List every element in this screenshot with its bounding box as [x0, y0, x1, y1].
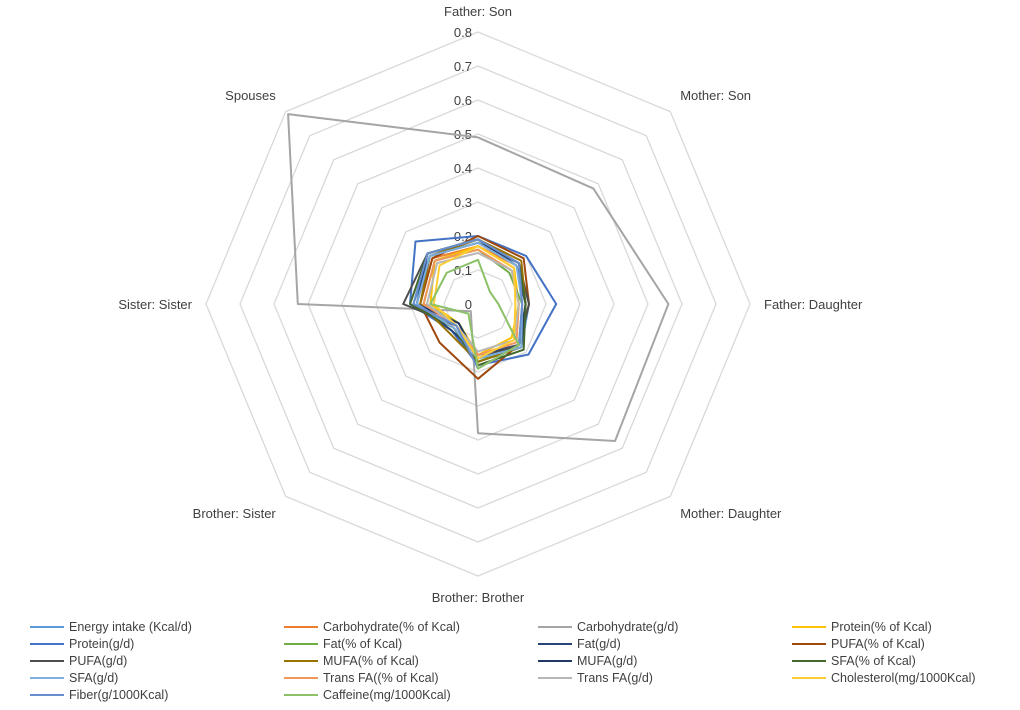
series-line: [419, 235, 530, 380]
legend-label: Carbohydrate(% of Kcal): [323, 619, 460, 634]
grid-ring: [307, 133, 649, 475]
legend-swatch: [30, 693, 64, 696]
legend-label: Carbohydrate(g/d): [577, 619, 679, 634]
tick-label: 0.7: [454, 59, 472, 74]
series-lines: [287, 113, 670, 443]
legend-item: Protein(g/d): [30, 635, 284, 652]
legend-swatch: [284, 693, 318, 696]
tick-label: 0.5: [454, 127, 472, 142]
legend-item: Energy intake (Kcal/d): [30, 618, 284, 635]
legend-swatch: [792, 625, 826, 628]
legend-swatch: [30, 676, 64, 679]
grid-ring: [443, 269, 513, 339]
legend-label: MUFA(g/d): [577, 653, 638, 668]
legend-swatch: [284, 659, 318, 662]
legend-label: PUFA(% of Kcal): [831, 636, 925, 651]
legend-label: Caffeine(mg/1000Kcal): [323, 687, 451, 702]
legend-swatch: [30, 659, 64, 662]
tick-label: 0.4: [454, 161, 472, 176]
tick-label: 0: [465, 297, 472, 312]
legend-swatch: [792, 642, 826, 645]
series-line: [287, 113, 670, 443]
legend-label: Protein(g/d): [69, 636, 135, 651]
axis-label: Mother: Daughter: [680, 506, 782, 521]
legend-label: Fat(% of Kcal): [323, 636, 403, 651]
legend-swatch: [284, 676, 318, 679]
legend-item: Cholesterol(mg/1000Kcal): [792, 669, 1005, 686]
grid-ring: [273, 99, 683, 509]
legend-swatch: [538, 659, 572, 662]
legend-item: SFA(g/d): [30, 669, 284, 686]
legend-swatch: [792, 659, 826, 662]
tick-label: 0.1: [454, 263, 472, 278]
legend-label: Fiber(g/1000Kcal): [69, 687, 169, 702]
grid-ring: [239, 65, 717, 543]
legend-item: Caffeine(mg/1000Kcal): [284, 686, 538, 703]
legend-item: Carbohydrate(% of Kcal): [284, 618, 538, 635]
axis-label: Mother: Son: [680, 88, 751, 103]
legend-item: PUFA(% of Kcal): [792, 635, 1005, 652]
grid-ring: [205, 31, 751, 577]
legend-item: Protein(% of Kcal): [792, 618, 1005, 635]
legend-label: PUFA(g/d): [69, 653, 128, 668]
grid-ring: [341, 167, 615, 441]
legend-swatch: [792, 676, 826, 679]
legend-item: Carbohydrate(g/d): [538, 618, 792, 635]
legend-item: Trans FA(g/d): [538, 669, 792, 686]
legend-label: Trans FA((% of Kcal): [323, 670, 439, 685]
legend-label: Trans FA(g/d): [577, 670, 653, 685]
grid-ring: [375, 201, 581, 407]
legend-swatch: [284, 625, 318, 628]
legend-item: Fat(% of Kcal): [284, 635, 538, 652]
grid-rings: [205, 31, 751, 577]
legend-label: Fat(g/d): [577, 636, 621, 651]
axis-label: Brother: Sister: [193, 506, 277, 521]
legend-item: MUFA(% of Kcal): [284, 652, 538, 669]
axis-label: Brother: Brother: [432, 590, 525, 605]
legend-label: MUFA(% of Kcal): [323, 653, 419, 668]
legend-item: Fiber(g/1000Kcal): [30, 686, 284, 703]
axis-label: Sister: Sister: [118, 297, 192, 312]
series-line: [419, 238, 527, 363]
legend-item: Fat(g/d): [538, 635, 792, 652]
legend-swatch: [284, 642, 318, 645]
tick-label: 0.8: [454, 25, 472, 40]
legend-label: Cholesterol(mg/1000Kcal): [831, 670, 976, 685]
tick-label: 0.6: [454, 93, 472, 108]
legend-item: SFA(% of Kcal): [792, 652, 1005, 669]
legend-item: Trans FA((% of Kcal): [284, 669, 538, 686]
legend-swatch: [538, 676, 572, 679]
axis-label: Father: Daughter: [764, 297, 863, 312]
legend-label: Energy intake (Kcal/d): [69, 619, 192, 634]
series-line: [432, 245, 517, 360]
legend-item: PUFA(g/d): [30, 652, 284, 669]
legend-label: Protein(% of Kcal): [831, 619, 932, 634]
legend-item: MUFA(g/d): [538, 652, 792, 669]
legend-swatch: [538, 642, 572, 645]
legend-label: SFA(g/d): [69, 670, 119, 685]
series-line: [429, 258, 520, 370]
legend-label: SFA(% of Kcal): [831, 653, 916, 668]
legend-swatch: [538, 625, 572, 628]
legend-swatch: [30, 625, 64, 628]
axis-label: Father: Son: [444, 4, 512, 19]
chart-legend: Energy intake (Kcal/d) Carbohydrate(% of …: [30, 618, 1005, 703]
axis-label: Spouses: [225, 88, 276, 103]
axis-labels: Father: Son Mother: Son Father: Daughter Mo…: [118, 4, 863, 605]
legend-swatch: [30, 642, 64, 645]
tick-label: 0.3: [454, 195, 472, 210]
